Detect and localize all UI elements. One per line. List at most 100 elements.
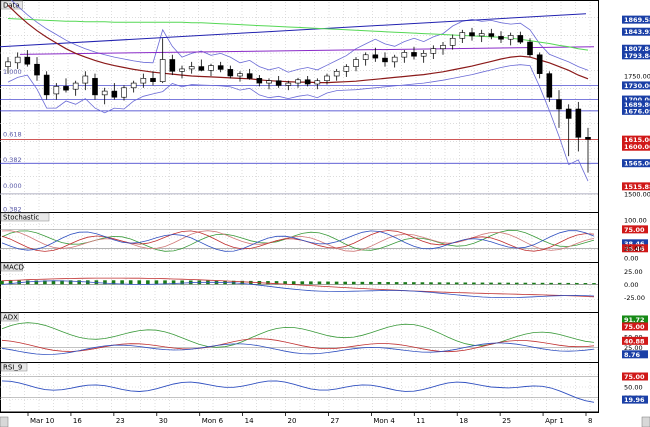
indicator-badge (622, 336, 648, 345)
macd-histogram-bar (472, 282, 476, 285)
indicator-axis-label: 19.96 (624, 396, 645, 404)
candle-body (536, 54, 543, 74)
purple-line (19, 46, 595, 55)
macd-histogram-bar (103, 280, 107, 285)
trendline (0, 13, 587, 48)
panel-frame (0, 0, 599, 213)
macd-histogram-bar (523, 282, 528, 285)
panel-title-tab (0, 362, 28, 372)
x-tick-label: 27 (330, 417, 339, 425)
macd-histogram-bar (540, 282, 545, 285)
candle-body (208, 65, 214, 71)
macd-histogram-bar (480, 282, 485, 285)
candle-body (556, 99, 562, 110)
candle-body (72, 82, 79, 90)
candle-body (34, 63, 40, 76)
price-axis-label: 1843.92 (624, 28, 650, 36)
candle-body (92, 78, 98, 96)
indicator-badge (622, 372, 648, 381)
candle-body (217, 65, 224, 70)
panel-title: Stochastic (3, 214, 39, 222)
price-axis-label: 1676.09 (624, 107, 650, 115)
macd-histogram-bar (420, 282, 425, 285)
macd-histogram-bar (583, 283, 588, 285)
price-badge (622, 159, 650, 168)
x-tick-label: 30 (159, 417, 168, 425)
macd-histogram-bar (334, 281, 339, 285)
indicator-axis-label: 25.46 (624, 245, 645, 253)
candle-body (478, 33, 485, 37)
price-axis-label: 1700.00 (624, 96, 650, 104)
x-tick-label: 16 (73, 417, 82, 425)
macd-line (1, 277, 595, 298)
macd-histogram-bar (429, 282, 433, 285)
macd-histogram-bar (68, 280, 73, 285)
indicator-axis-label: 100.00 (624, 216, 647, 224)
macd-histogram-bar (249, 280, 253, 285)
macd-histogram-bar (309, 281, 313, 285)
macd-histogram-bar (506, 282, 511, 285)
macd-histogram-bar (351, 281, 356, 285)
fib-label: 0.382 (3, 206, 22, 214)
panel-frame (0, 212, 599, 263)
macd-histogram-bar (575, 282, 579, 285)
indicator-axis-label: 0.00 (624, 281, 638, 289)
indicator-badge (622, 225, 648, 234)
candle-body (420, 53, 427, 57)
candle-body (227, 69, 234, 77)
macd-histogram-bar (386, 282, 390, 285)
macd-histogram-bar (274, 281, 279, 285)
macd-histogram-bar (266, 281, 270, 285)
macd-histogram-bar (111, 280, 116, 285)
indicator-axis-label: 8.76 (624, 351, 641, 359)
macd-histogram-bar (377, 281, 382, 285)
indicator-axis-label: 0.00 (624, 255, 638, 263)
macd-histogram-bar (446, 282, 450, 285)
band-lower (7, 64, 589, 182)
price-axis-label: 1515.88 (624, 183, 650, 191)
candle-body (372, 54, 379, 59)
price-axis-label: 1793.84 (624, 52, 650, 60)
candle-body (111, 90, 118, 98)
indicator-axis-label: 40.88 (624, 337, 645, 345)
fib-label: 0.618 (3, 130, 22, 138)
indicator-badge (622, 395, 648, 404)
macd-histogram-bar (549, 282, 553, 285)
indicator-axis-label: 91.72 (624, 316, 645, 324)
candle-body (237, 73, 243, 77)
macd-histogram-bar (291, 281, 296, 285)
price-badge (622, 106, 650, 115)
macd-histogram-bar (8, 280, 13, 285)
macd-histogram-bar (0, 280, 4, 285)
stoch-line (1, 230, 595, 252)
candle-body (565, 108, 572, 119)
x-tick-label: 25 (502, 417, 511, 425)
candle-body (411, 52, 417, 57)
indicator-axis-label: 75.00 (624, 323, 645, 331)
scroll-right-button (641, 416, 650, 427)
indicator-badge (622, 244, 648, 253)
panel-title-tab (0, 312, 19, 322)
macd-histogram-bar (497, 282, 502, 285)
candle-body (507, 35, 514, 40)
price-axis-label: 1500.00 (624, 190, 650, 198)
macd-histogram-bar (592, 283, 596, 285)
price-axis-label: 1600.00 (624, 143, 650, 151)
macd-histogram-bar (300, 281, 305, 285)
x-tick-label: 11 (416, 417, 425, 425)
candle-body (159, 59, 166, 82)
panel-title-tab (0, 212, 50, 222)
candle-body (63, 86, 69, 91)
candle-body (585, 136, 591, 140)
indicator-axis-label: -25.00 (624, 294, 645, 302)
macd-histogram-bar (454, 282, 459, 285)
macd-histogram-bar (403, 282, 408, 285)
stoch-line (1, 229, 595, 252)
macd-histogram-bar (128, 280, 133, 285)
x-tick-label: 18 (459, 417, 468, 425)
price-badge (622, 81, 650, 90)
candle-body (488, 33, 495, 37)
candle-body (343, 66, 350, 72)
candle-body (382, 57, 388, 63)
panel-title: Data (3, 2, 20, 10)
